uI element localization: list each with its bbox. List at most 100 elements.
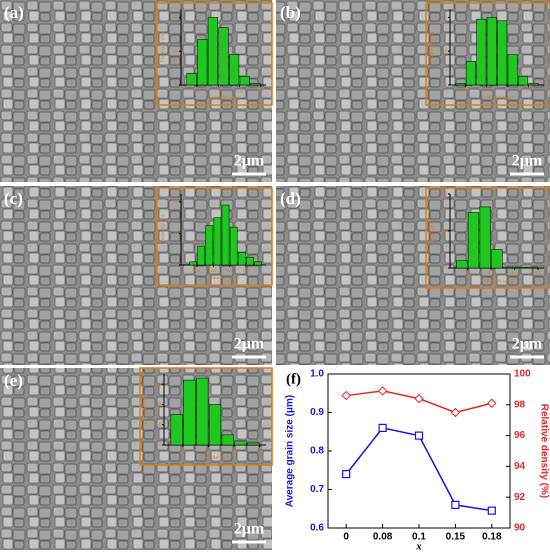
bar (526, 266, 538, 269)
bar (221, 434, 234, 446)
bar (197, 39, 208, 86)
y-tick-label: 1.0 (310, 369, 324, 380)
bar (234, 440, 247, 446)
inset-frame (425, 187, 550, 289)
inset-frame (139, 367, 273, 466)
y-tick-label: 0.7 (310, 484, 324, 495)
bar (467, 212, 480, 269)
series-line (345, 427, 492, 512)
panel-label: (b) (280, 3, 301, 22)
x-tick-label: 0.4 (194, 89, 201, 94)
x-tick-label: 1.6 (258, 89, 265, 94)
x-tick-label: 1.6 (525, 89, 532, 94)
y-tick-label: 0.8 (310, 446, 324, 457)
x-axis-label: x (415, 541, 422, 553)
bar (189, 261, 197, 266)
x-tick-label: 1.2 (504, 89, 511, 94)
y-tick-label: 40 (442, 192, 448, 197)
x-tick-label: 1.2 (226, 269, 233, 274)
bar (518, 76, 529, 86)
y-tick-label: 0 (176, 83, 179, 88)
bar (196, 377, 209, 446)
x-axis-label: Grain size (μm) (208, 96, 240, 101)
bar (491, 249, 503, 269)
bar (239, 76, 250, 86)
marker (451, 500, 460, 509)
y-axis-label: Frequency (%) (430, 32, 435, 62)
bar (486, 17, 497, 86)
x-tick-label: 0.08 (373, 532, 393, 543)
x-tick-label: 1.2 (231, 449, 238, 454)
y-tick-label: 0.6 (310, 523, 324, 534)
x-tick-label: 0.1 (412, 532, 426, 543)
y-axis-label: Frequency (%) (144, 394, 149, 424)
x-tick-label: 0.15 (446, 532, 466, 543)
bar (528, 83, 539, 86)
inset-frame (156, 187, 273, 286)
y-tick-label: 0 (159, 443, 162, 448)
y-tick-label: 40 (173, 200, 179, 205)
bar (250, 83, 261, 86)
inset-frame (425, 2, 550, 106)
y2-tick-label: 94 (514, 461, 526, 472)
marker (414, 431, 424, 440)
marker (487, 398, 497, 408)
y-axis-label: Average grain size (μm) (285, 395, 296, 507)
bar (221, 204, 230, 266)
y-tick-label: 0 (445, 266, 448, 271)
bar (218, 27, 229, 86)
bar (456, 260, 468, 269)
x-tick-label: 0.4 (463, 89, 470, 94)
bar (476, 18, 487, 86)
bar (247, 442, 260, 446)
y2-tick-label: 90 (514, 523, 526, 534)
x-tick-label: 0.8 (210, 269, 217, 274)
x-tick-label: 0.4 (180, 449, 187, 454)
panel-label: (f) (286, 371, 301, 387)
y2-tick-label: 92 (514, 492, 526, 503)
bar (479, 206, 491, 269)
bar (465, 61, 476, 86)
x-tick-label: 1.2 (512, 272, 519, 277)
x-tick-label: 0 (343, 532, 349, 543)
bar (254, 261, 262, 266)
bar (503, 266, 515, 269)
y-tick-label: 0.9 (310, 407, 324, 418)
scale-bar-label: 2μm (234, 336, 265, 353)
x-tick-label: 1.6 (257, 449, 264, 454)
marker (414, 393, 424, 404)
scale-bar-label: 2μm (512, 336, 543, 353)
bar (183, 379, 196, 446)
panel-label: (d) (280, 189, 301, 208)
sem-image (0, 368, 272, 550)
sem-image (0, 0, 272, 182)
scale-bar-label: 2μm (234, 521, 265, 538)
x-tick-label: 1.2 (236, 89, 243, 94)
y-tick-label: 20 (173, 232, 179, 237)
x-tick-label: 0.8 (206, 449, 213, 454)
x-tick-label: 0.18 (482, 532, 502, 543)
y-tick-label: 0 (445, 83, 448, 88)
y-axis-label: Frequency (%) (161, 214, 166, 244)
marker (342, 470, 351, 479)
bar (207, 17, 218, 86)
marker (377, 386, 388, 396)
sem-image (276, 186, 550, 365)
panel-label: (a) (4, 3, 24, 22)
y-tick-label: 20 (442, 49, 448, 54)
y2-tick-label: 98 (514, 399, 526, 410)
bar (455, 83, 466, 86)
bar (208, 404, 222, 446)
bar (497, 20, 508, 86)
x-tick-label: 0.8 (215, 89, 222, 94)
y-tick-label: 0 (176, 263, 179, 268)
y-axis-label: Frequency (%) (161, 32, 166, 62)
bar (213, 217, 222, 266)
bar (246, 256, 254, 266)
x-tick-label: 0.8 (483, 89, 490, 94)
x-axis-label: Grain size (μm) (208, 276, 240, 281)
x-axis-label: Grain size (μm) (481, 279, 513, 284)
y-tick-label: 20 (156, 403, 162, 408)
marker (487, 506, 496, 515)
x-axis-label: Grain size (μm) (199, 456, 231, 461)
